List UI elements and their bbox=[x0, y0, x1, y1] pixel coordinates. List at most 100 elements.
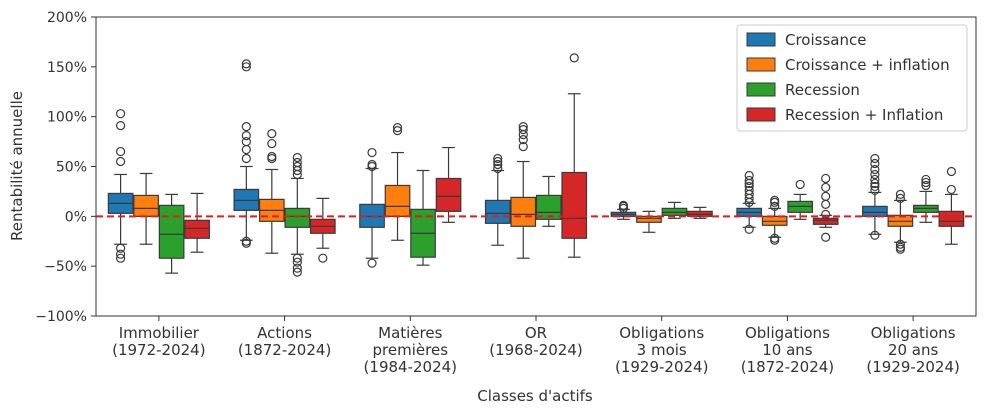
x-tick-label: 10 ans bbox=[762, 341, 813, 359]
x-tick-label: Obligations bbox=[745, 324, 830, 342]
outlier-point bbox=[518, 122, 528, 132]
outlier-point bbox=[821, 173, 831, 184]
outlier-point bbox=[292, 267, 302, 277]
box bbox=[435, 177, 462, 212]
box-group bbox=[636, 210, 662, 233]
legend-swatch bbox=[746, 107, 776, 122]
outlier-point bbox=[241, 136, 251, 147]
outlier-point bbox=[770, 235, 780, 245]
outlier-point bbox=[267, 138, 277, 149]
outlier-point bbox=[870, 181, 880, 192]
x-tick-label: OR bbox=[525, 324, 547, 342]
outlier-point bbox=[895, 244, 905, 254]
outlier-point bbox=[821, 232, 831, 242]
box-group bbox=[610, 200, 637, 220]
outlier-point bbox=[569, 53, 579, 63]
box bbox=[484, 199, 511, 224]
box-group bbox=[761, 195, 788, 245]
outlier-point bbox=[821, 209, 831, 219]
outlier-point bbox=[921, 180, 931, 191]
outlier-point bbox=[292, 263, 302, 273]
outlier-point bbox=[241, 238, 251, 248]
outlier-point bbox=[493, 156, 503, 167]
y-tick-label: 150% bbox=[47, 60, 87, 76]
x-tick-label: 20 ans bbox=[888, 341, 939, 359]
outlier-point bbox=[946, 184, 956, 195]
outlier-point bbox=[267, 151, 277, 162]
legend-label: Recession + Inflation bbox=[785, 106, 943, 124]
box-group bbox=[938, 166, 965, 245]
y-tick-label: 100% bbox=[47, 110, 87, 126]
outlier-point bbox=[116, 121, 126, 131]
outlier-point bbox=[318, 253, 328, 263]
legend-label: Recession bbox=[785, 81, 860, 99]
outlier-point bbox=[770, 201, 780, 211]
outlier-point bbox=[367, 147, 377, 158]
plot-area bbox=[96, 53, 976, 277]
x-axis-label: Classes d'actifs bbox=[477, 387, 593, 405]
box-group bbox=[510, 122, 537, 259]
box-group bbox=[862, 153, 888, 240]
outlier-point bbox=[493, 153, 503, 164]
outlier-point bbox=[921, 177, 931, 188]
outlier-point bbox=[618, 200, 629, 210]
outlier-point bbox=[744, 224, 754, 234]
box-group bbox=[687, 206, 713, 219]
outlier-point bbox=[292, 152, 302, 163]
outlier-point bbox=[241, 122, 251, 132]
outlier-point bbox=[367, 159, 377, 170]
outlier-point bbox=[921, 174, 931, 185]
box-group bbox=[233, 59, 260, 248]
outlier-point bbox=[518, 125, 528, 135]
outlier-point bbox=[292, 253, 302, 263]
box bbox=[284, 207, 311, 228]
x-tick-label: Obligations bbox=[871, 324, 956, 342]
outlier-point bbox=[392, 126, 403, 136]
outlier-point bbox=[241, 153, 251, 164]
x-tick-label: (1929-2024) bbox=[866, 358, 959, 376]
box-group bbox=[284, 152, 311, 277]
outlier-point bbox=[821, 182, 831, 193]
outlier-point bbox=[392, 123, 403, 133]
outlier-point bbox=[116, 253, 126, 263]
outlier-point bbox=[895, 193, 905, 203]
box bbox=[535, 194, 562, 220]
outlier-point bbox=[518, 134, 528, 145]
outlier-point bbox=[292, 161, 302, 172]
x-tick-label: 3 mois bbox=[637, 341, 687, 359]
outlier-point bbox=[821, 191, 831, 201]
outlier-point bbox=[870, 164, 880, 175]
x-tick-label: (1929-2024) bbox=[615, 358, 708, 376]
x-tick-label: (1872-2024) bbox=[238, 341, 331, 359]
box-group bbox=[158, 193, 185, 274]
outlier-point bbox=[770, 195, 780, 205]
outlier-point bbox=[292, 157, 302, 168]
y-tick-label: −100% bbox=[35, 309, 87, 325]
box-group bbox=[384, 123, 411, 241]
outlier-point bbox=[241, 59, 251, 69]
box-group bbox=[787, 179, 814, 220]
outlier-point bbox=[744, 185, 754, 196]
legend-swatch bbox=[746, 32, 776, 47]
box-group bbox=[133, 172, 159, 245]
outlier-point bbox=[870, 169, 880, 180]
outlier-point bbox=[870, 158, 880, 169]
outlier-point bbox=[895, 239, 905, 249]
outlier-point bbox=[367, 258, 377, 268]
box-group bbox=[410, 169, 436, 266]
outlier-point bbox=[493, 159, 503, 170]
outlier-point bbox=[493, 163, 503, 174]
legend-swatch bbox=[746, 82, 776, 97]
x-tick-label: (1984-2024) bbox=[364, 358, 457, 376]
outlier-point bbox=[895, 189, 905, 200]
x-tick-label: Actions bbox=[257, 324, 312, 342]
outlier-point bbox=[870, 153, 880, 164]
outlier-point bbox=[870, 230, 880, 240]
legend-swatch bbox=[746, 57, 776, 72]
outlier-point bbox=[744, 175, 754, 186]
outlier-point bbox=[116, 249, 126, 259]
outlier-point bbox=[795, 179, 805, 190]
legend-label: Croissance bbox=[785, 31, 866, 49]
axes: −100% −50% 0% 50% 100% 150% 200% Immobilier(197… bbox=[35, 10, 977, 376]
